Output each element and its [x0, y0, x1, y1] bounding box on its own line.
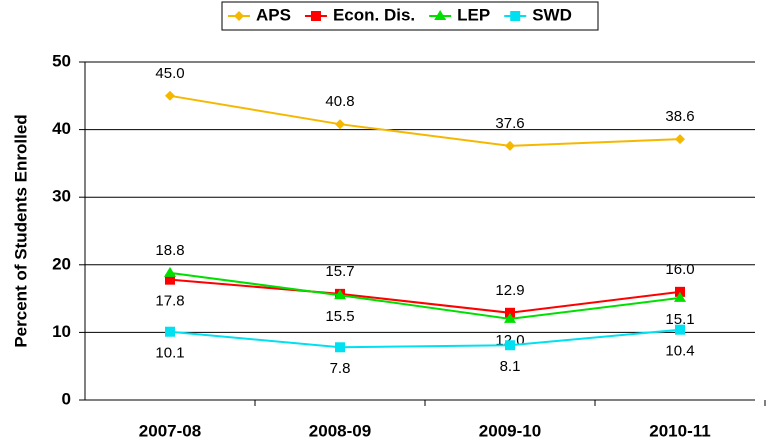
series-line: [169, 278, 681, 314]
data-point: [165, 326, 175, 337]
data-point: [675, 134, 685, 145]
data-point: [335, 119, 345, 130]
series-line: [169, 94, 681, 147]
data-label: 37.6: [495, 115, 524, 132]
x-tick-label: 2008-09: [309, 421, 371, 440]
data-point: [675, 324, 685, 335]
data-label: 7.8: [330, 360, 351, 377]
data-label: 15.5: [325, 308, 354, 325]
data-label: 15.7: [325, 263, 354, 280]
data-point: [504, 312, 516, 323]
legend-label: APS: [256, 5, 291, 24]
data-label: 12.9: [495, 282, 524, 299]
series-line: [169, 271, 681, 320]
data-label: 10.1: [155, 345, 184, 362]
y-axis-label: Percent of Students Enrolled: [11, 114, 30, 347]
data-point: [165, 274, 175, 285]
data-point: [505, 140, 515, 151]
legend-box: [221, 1, 599, 31]
data-point: [505, 340, 515, 351]
data-point: [675, 286, 685, 297]
data-label: 38.6: [665, 108, 694, 125]
legend-marker: [434, 10, 447, 20]
y-tick-label: 10: [52, 322, 71, 341]
legend-label: LEP: [457, 5, 490, 24]
y-tick-label: 40: [52, 119, 71, 138]
data-label: 18.8: [155, 242, 184, 259]
legend-marker: [310, 11, 321, 21]
data-label: 8.1: [500, 358, 521, 375]
legend-label: SWD: [532, 5, 572, 24]
y-tick-label: 50: [52, 51, 71, 70]
legend-label: Econ. Dis.: [333, 5, 415, 24]
x-tick-label: 2009-10: [479, 421, 541, 440]
data-label: 16.0: [665, 261, 694, 278]
data-label: 17.8: [155, 293, 184, 310]
data-label: 10.4: [665, 343, 694, 360]
legend-marker: [234, 11, 244, 21]
series-line: [169, 328, 681, 349]
data-label: 40.8: [325, 93, 354, 110]
x-tick-label: 2010-11: [649, 421, 710, 440]
data-point: [165, 90, 175, 101]
data-point: [674, 291, 686, 302]
x-tick-label: 2007-08: [139, 421, 201, 440]
data-label: 45.0: [155, 65, 184, 82]
y-tick-label: 30: [52, 187, 71, 206]
data-label: 15.1: [665, 311, 694, 328]
data-point: [505, 307, 515, 318]
data-point: [164, 266, 176, 277]
data-point: [334, 289, 346, 300]
y-tick-label: 0: [62, 389, 71, 408]
legend-marker: [510, 11, 521, 21]
data-point: [335, 342, 345, 353]
y-tick-label: 20: [52, 254, 71, 273]
